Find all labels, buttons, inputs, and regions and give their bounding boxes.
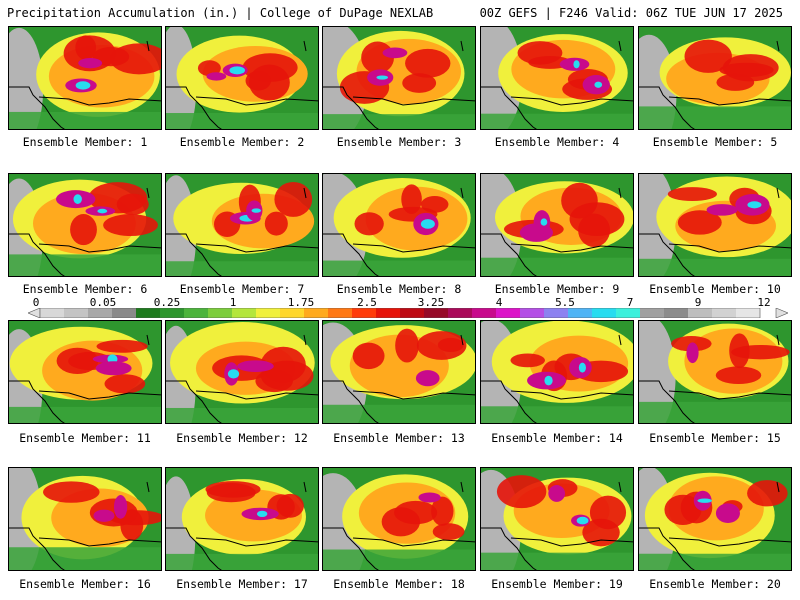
ensemble-member-caption: Ensemble Member: 3	[336, 135, 462, 149]
colorbar-tick-label: 9	[694, 296, 702, 309]
ensemble-member-map	[638, 173, 792, 277]
ensemble-member-caption: Ensemble Member: 11	[19, 431, 151, 445]
colorbar-tick-label: 2.5	[357, 296, 377, 309]
colorbar-tick-label: 0.25	[153, 296, 181, 309]
ensemble-member-map	[8, 173, 162, 277]
ensemble-member-caption: Ensemble Member: 1	[22, 135, 148, 149]
ensemble-member-map	[322, 26, 476, 130]
ensemble-member-map	[480, 467, 634, 571]
ensemble-member-caption: Ensemble Member: 4	[494, 135, 620, 149]
ensemble-member-caption: Ensemble Member: 16	[19, 577, 151, 591]
ensemble-member-map	[322, 320, 476, 424]
ensemble-member-caption: Ensemble Member: 17	[176, 577, 308, 591]
ensemble-member-caption: Ensemble Member: 10	[649, 282, 781, 296]
ensemble-member-map	[480, 26, 634, 130]
colorbar	[28, 308, 788, 318]
colorbar-tick-label: 1.75	[287, 296, 315, 309]
ensemble-member-caption: Ensemble Member: 13	[333, 431, 465, 445]
ensemble-member-map	[8, 320, 162, 424]
ensemble-member-map	[480, 320, 634, 424]
ensemble-member-caption: Ensemble Member: 12	[176, 431, 308, 445]
map-title: Precipitation Accumulation (in.) | Colle…	[7, 6, 434, 20]
colorbar-tick-label: 7	[626, 296, 634, 309]
ensemble-member-map	[638, 467, 792, 571]
ensemble-member-caption: Ensemble Member: 19	[491, 577, 623, 591]
ensemble-member-caption: Ensemble Member: 14	[491, 431, 623, 445]
ensemble-member-map	[322, 467, 476, 571]
ensemble-member-map	[165, 467, 319, 571]
ensemble-member-caption: Ensemble Member: 15	[649, 431, 781, 445]
ensemble-member-caption: Ensemble Member: 9	[494, 282, 620, 296]
ensemble-member-caption: Ensemble Member: 5	[652, 135, 778, 149]
ensemble-member-map	[165, 320, 319, 424]
colorbar-tick-label: 0	[32, 296, 40, 309]
run-valid-time: 00Z GEFS | F246 Valid: 06Z TUE JUN 17 20…	[479, 6, 783, 20]
colorbar-tick-label: 3.25	[417, 296, 445, 309]
colorbar-tick-label: 4	[495, 296, 503, 309]
ensemble-member-map	[480, 173, 634, 277]
ensemble-member-caption: Ensemble Member: 18	[333, 577, 465, 591]
ensemble-member-map	[165, 173, 319, 277]
ensemble-member-map	[8, 26, 162, 130]
ensemble-member-map	[322, 173, 476, 277]
ensemble-member-caption: Ensemble Member: 8	[336, 282, 462, 296]
ensemble-member-map	[638, 320, 792, 424]
ensemble-member-map	[638, 26, 792, 130]
colorbar-tick-label: 0.05	[89, 296, 117, 309]
colorbar-tick-label: 5.5	[555, 296, 575, 309]
ensemble-member-caption: Ensemble Member: 2	[179, 135, 305, 149]
colorbar-arrow-left	[28, 308, 41, 318]
ensemble-member-map	[165, 26, 319, 130]
ensemble-member-caption: Ensemble Member: 7	[179, 282, 305, 296]
colorbar-tick-label: 12	[757, 296, 771, 309]
ensemble-member-map	[8, 467, 162, 571]
ensemble-member-caption: Ensemble Member: 6	[22, 282, 148, 296]
colorbar-tick-label: 1	[229, 296, 237, 309]
ensemble-member-caption: Ensemble Member: 20	[649, 577, 781, 591]
